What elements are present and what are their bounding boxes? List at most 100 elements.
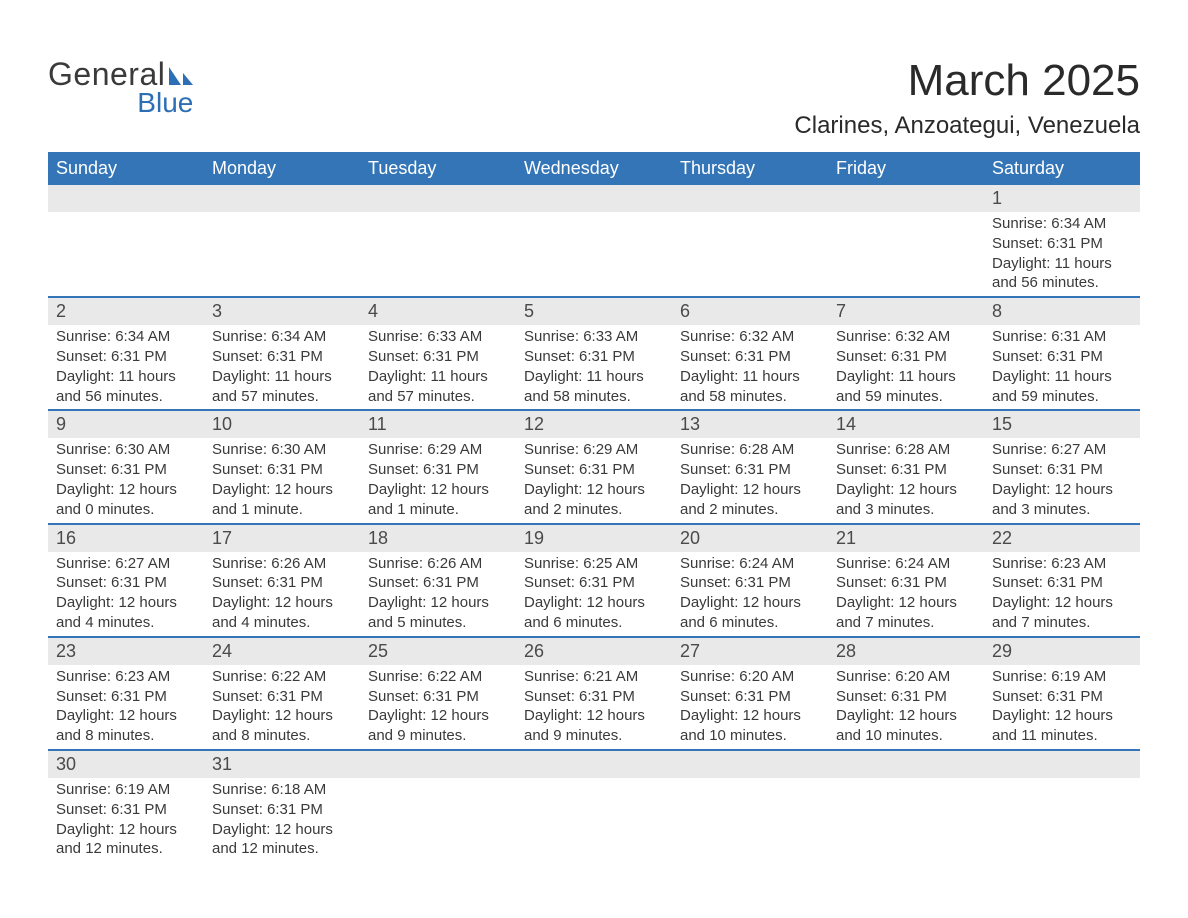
daylight-text-2: and 4 minutes. [212,613,352,633]
weekday-friday: Friday [828,152,984,185]
sunrise-text: Sunrise: 6:32 AM [836,327,976,347]
daylight-text-2: and 1 minute. [368,500,508,520]
sunrise-text: Sunrise: 6:22 AM [368,667,508,687]
day-detail-cell: Sunrise: 6:34 AMSunset: 6:31 PMDaylight:… [48,325,204,410]
sunset-text: Sunset: 6:31 PM [524,347,664,367]
daylight-text-2: and 1 minute. [212,500,352,520]
sunset-text: Sunset: 6:31 PM [836,573,976,593]
sunrise-text: Sunrise: 6:25 AM [524,554,664,574]
day-detail-cell: Sunrise: 6:30 AMSunset: 6:31 PMDaylight:… [204,438,360,523]
calendar-table: Sunday Monday Tuesday Wednesday Thursday… [48,152,1140,862]
daylight-text-2: and 57 minutes. [368,387,508,407]
header: General Blue March 2025 Clarines, Anzoat… [48,28,1140,140]
calendar-body: 1Sunrise: 6:34 AMSunset: 6:31 PMDaylight… [48,185,1140,862]
sunrise-text: Sunrise: 6:26 AM [368,554,508,574]
daylight-text-2: and 7 minutes. [836,613,976,633]
day-number-cell: 20 [672,524,828,552]
day-number-cell: 4 [360,297,516,325]
detail-row: Sunrise: 6:27 AMSunset: 6:31 PMDaylight:… [48,552,1140,637]
sunrise-text: Sunrise: 6:33 AM [368,327,508,347]
daylight-text-2: and 5 minutes. [368,613,508,633]
location: Clarines, Anzoategui, Venezuela [794,112,1140,140]
day-detail-cell: Sunrise: 6:33 AMSunset: 6:31 PMDaylight:… [360,325,516,410]
daylight-text-1: Daylight: 12 hours [992,593,1132,613]
day-detail-cell [828,212,984,297]
daylight-text-1: Daylight: 12 hours [836,593,976,613]
sunrise-text: Sunrise: 6:30 AM [56,440,196,460]
sunrise-text: Sunrise: 6:26 AM [212,554,352,574]
day-number-cell: 3 [204,297,360,325]
sunset-text: Sunset: 6:31 PM [212,800,352,820]
weekday-monday: Monday [204,152,360,185]
daylight-text-1: Daylight: 12 hours [680,480,820,500]
daylight-text-1: Daylight: 11 hours [836,367,976,387]
daynum-row: 3031 [48,750,1140,778]
sunrise-text: Sunrise: 6:18 AM [212,780,352,800]
day-number-cell: 2 [48,297,204,325]
sunrise-text: Sunrise: 6:24 AM [680,554,820,574]
sunrise-text: Sunrise: 6:31 AM [992,327,1132,347]
sunset-text: Sunset: 6:31 PM [368,573,508,593]
detail-row: Sunrise: 6:34 AMSunset: 6:31 PMDaylight:… [48,212,1140,297]
sunset-text: Sunset: 6:31 PM [524,573,664,593]
daylight-text-2: and 58 minutes. [680,387,820,407]
sunrise-text: Sunrise: 6:27 AM [992,440,1132,460]
sunrise-text: Sunrise: 6:34 AM [56,327,196,347]
daynum-row: 9101112131415 [48,410,1140,438]
sunset-text: Sunset: 6:31 PM [992,234,1132,254]
detail-row: Sunrise: 6:30 AMSunset: 6:31 PMDaylight:… [48,438,1140,523]
sunrise-text: Sunrise: 6:19 AM [992,667,1132,687]
day-number-cell: 29 [984,637,1140,665]
day-detail-cell: Sunrise: 6:23 AMSunset: 6:31 PMDaylight:… [984,552,1140,637]
daylight-text-2: and 56 minutes. [992,273,1132,293]
daylight-text-1: Daylight: 12 hours [680,706,820,726]
sunset-text: Sunset: 6:31 PM [680,347,820,367]
day-number-cell [516,750,672,778]
day-number-cell: 18 [360,524,516,552]
daynum-row: 16171819202122 [48,524,1140,552]
daylight-text-1: Daylight: 12 hours [836,480,976,500]
day-detail-cell: Sunrise: 6:29 AMSunset: 6:31 PMDaylight:… [516,438,672,523]
day-detail-cell: Sunrise: 6:24 AMSunset: 6:31 PMDaylight:… [828,552,984,637]
day-detail-cell: Sunrise: 6:25 AMSunset: 6:31 PMDaylight:… [516,552,672,637]
sunset-text: Sunset: 6:31 PM [836,460,976,480]
daylight-text-2: and 12 minutes. [212,839,352,859]
daylight-text-1: Daylight: 12 hours [212,820,352,840]
day-number-cell: 14 [828,410,984,438]
day-number-cell [828,185,984,212]
month-title: March 2025 [794,56,1140,106]
day-number-cell: 30 [48,750,204,778]
daylight-text-1: Daylight: 12 hours [56,706,196,726]
sunrise-text: Sunrise: 6:27 AM [56,554,196,574]
day-detail-cell: Sunrise: 6:31 AMSunset: 6:31 PMDaylight:… [984,325,1140,410]
daylight-text-1: Daylight: 11 hours [992,367,1132,387]
sunrise-text: Sunrise: 6:34 AM [212,327,352,347]
day-detail-cell: Sunrise: 6:19 AMSunset: 6:31 PMDaylight:… [48,778,204,862]
day-detail-cell: Sunrise: 6:22 AMSunset: 6:31 PMDaylight:… [360,665,516,750]
sunset-text: Sunset: 6:31 PM [212,347,352,367]
sunrise-text: Sunrise: 6:23 AM [992,554,1132,574]
day-detail-cell: Sunrise: 6:26 AMSunset: 6:31 PMDaylight:… [360,552,516,637]
day-number-cell: 23 [48,637,204,665]
day-detail-cell: Sunrise: 6:34 AMSunset: 6:31 PMDaylight:… [984,212,1140,297]
logo-text: General Blue [48,56,195,119]
day-number-cell: 22 [984,524,1140,552]
sunset-text: Sunset: 6:31 PM [992,687,1132,707]
day-detail-cell: Sunrise: 6:30 AMSunset: 6:31 PMDaylight:… [48,438,204,523]
day-number-cell [360,185,516,212]
daylight-text-1: Daylight: 12 hours [992,706,1132,726]
day-detail-cell [672,212,828,297]
sunset-text: Sunset: 6:31 PM [56,573,196,593]
logo: General Blue [48,56,195,119]
sunset-text: Sunset: 6:31 PM [56,347,196,367]
sunrise-text: Sunrise: 6:23 AM [56,667,196,687]
sunset-text: Sunset: 6:31 PM [368,460,508,480]
day-detail-cell: Sunrise: 6:29 AMSunset: 6:31 PMDaylight:… [360,438,516,523]
daylight-text-2: and 7 minutes. [992,613,1132,633]
daynum-row: 1 [48,185,1140,212]
sunrise-text: Sunrise: 6:29 AM [524,440,664,460]
day-number-cell: 28 [828,637,984,665]
daylight-text-2: and 2 minutes. [680,500,820,520]
daylight-text-1: Daylight: 12 hours [524,480,664,500]
day-detail-cell: Sunrise: 6:21 AMSunset: 6:31 PMDaylight:… [516,665,672,750]
